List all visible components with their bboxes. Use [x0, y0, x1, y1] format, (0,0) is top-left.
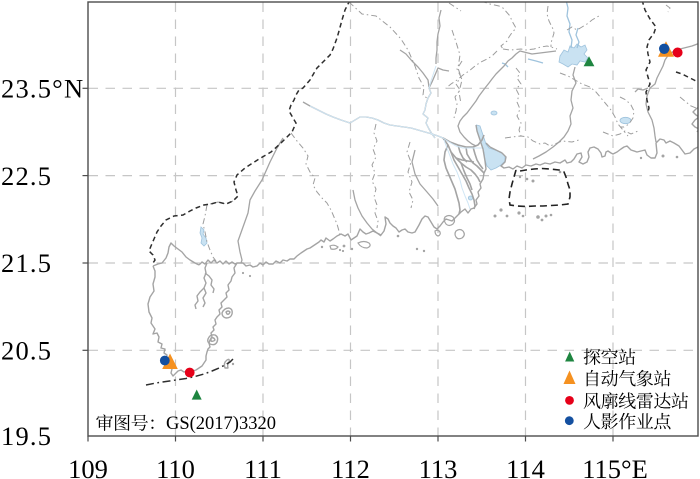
svg-text:110: 110: [156, 454, 195, 479]
svg-text:111: 111: [244, 454, 282, 479]
svg-text:23.5°N: 23.5°N: [1, 74, 84, 104]
svg-text:113: 113: [419, 454, 458, 479]
svg-text:GS(2017)3320: GS(2017)3320: [166, 414, 276, 434]
svg-text:22.5: 22.5: [1, 161, 52, 191]
svg-text:115°E: 115°E: [582, 454, 648, 479]
svg-text:114: 114: [506, 454, 545, 479]
svg-text:19.5: 19.5: [1, 421, 52, 451]
svg-text:109: 109: [68, 454, 108, 479]
svg-text:21.5: 21.5: [1, 248, 52, 278]
svg-text:112: 112: [331, 454, 370, 479]
svg-text:20.5: 20.5: [1, 336, 52, 366]
